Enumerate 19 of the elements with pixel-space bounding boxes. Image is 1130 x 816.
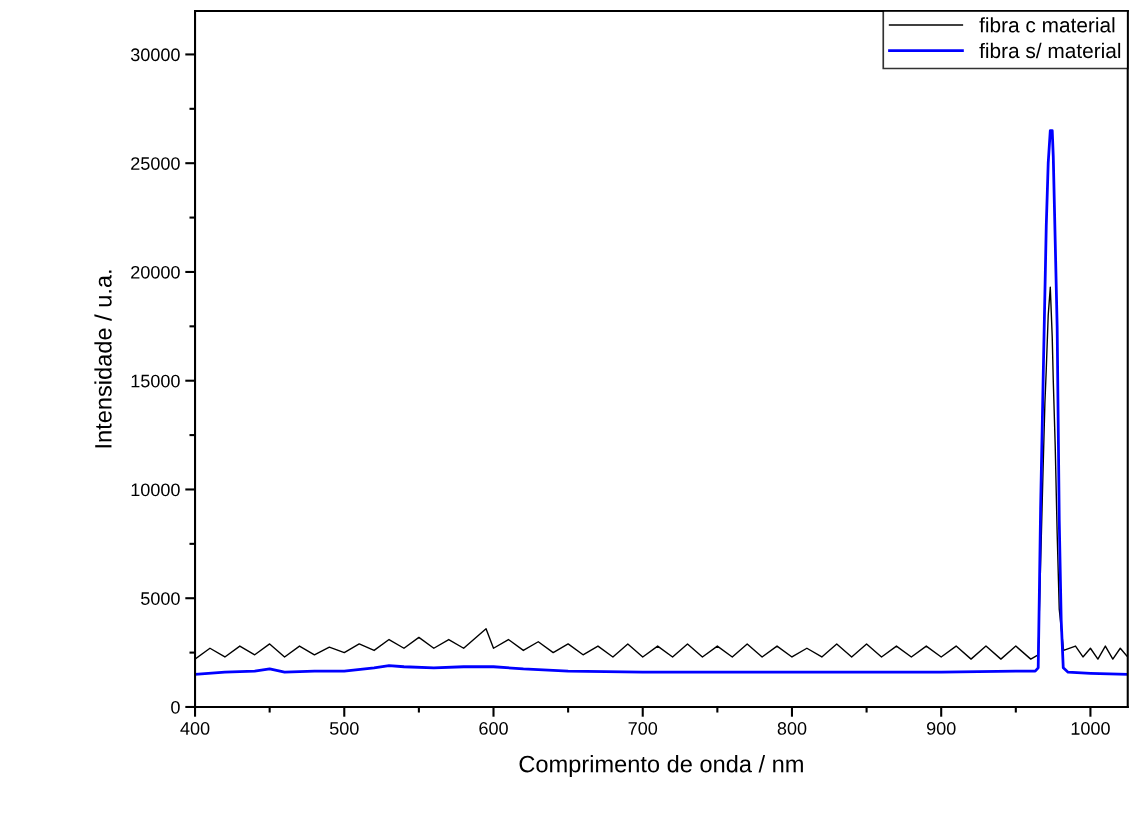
x-tick-label: 800 xyxy=(777,722,807,735)
x-tick-label: 400 xyxy=(180,722,210,735)
x-tick-label: 900 xyxy=(926,722,956,735)
line-series xyxy=(195,129,1128,676)
y-tick-label: 25000 xyxy=(131,157,180,170)
y-tick-label: 30000 xyxy=(130,48,180,62)
y-tick-label: 20000 xyxy=(131,265,180,279)
x-tick-label: 1000 xyxy=(1071,722,1110,735)
y-tick-label: 5000 xyxy=(141,592,180,605)
y-tick-label: 10000 xyxy=(131,483,180,497)
legend-label: fibra s/ material xyxy=(979,42,1121,59)
y-tick-label: 15000 xyxy=(131,374,180,388)
y-axis-title: Intensidade / u.a. xyxy=(94,270,112,448)
x-tick-label: 500 xyxy=(329,722,359,735)
x-axis-title: Comprimento de onda / nm xyxy=(519,755,803,778)
x-tick-label: 600 xyxy=(479,722,508,735)
legend-label: fibra c material xyxy=(979,17,1115,33)
y-tick-label: 0 xyxy=(171,700,180,714)
x-tick-label: 700 xyxy=(628,722,658,735)
